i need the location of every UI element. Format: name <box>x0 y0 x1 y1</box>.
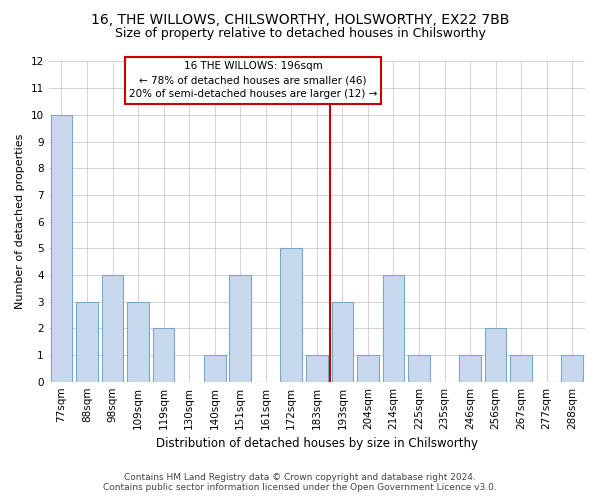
Bar <box>510 355 532 382</box>
Text: Size of property relative to detached houses in Chilsworthy: Size of property relative to detached ho… <box>115 28 485 40</box>
Bar <box>127 302 149 382</box>
Bar <box>485 328 506 382</box>
Text: Contains HM Land Registry data © Crown copyright and database right 2024.
Contai: Contains HM Land Registry data © Crown c… <box>103 473 497 492</box>
Bar <box>153 328 175 382</box>
Bar <box>357 355 379 382</box>
Text: 16 THE WILLOWS: 196sqm
← 78% of detached houses are smaller (46)
20% of semi-det: 16 THE WILLOWS: 196sqm ← 78% of detached… <box>129 62 377 100</box>
Bar <box>332 302 353 382</box>
Bar <box>383 275 404 382</box>
Bar <box>306 355 328 382</box>
Bar <box>229 275 251 382</box>
Bar <box>280 248 302 382</box>
Bar <box>459 355 481 382</box>
Text: 16, THE WILLOWS, CHILSWORTHY, HOLSWORTHY, EX22 7BB: 16, THE WILLOWS, CHILSWORTHY, HOLSWORTHY… <box>91 12 509 26</box>
Bar <box>76 302 98 382</box>
X-axis label: Distribution of detached houses by size in Chilsworthy: Distribution of detached houses by size … <box>156 437 478 450</box>
Bar <box>50 115 72 382</box>
Bar <box>101 275 124 382</box>
Bar <box>562 355 583 382</box>
Bar <box>204 355 226 382</box>
Bar <box>408 355 430 382</box>
Y-axis label: Number of detached properties: Number of detached properties <box>15 134 25 310</box>
